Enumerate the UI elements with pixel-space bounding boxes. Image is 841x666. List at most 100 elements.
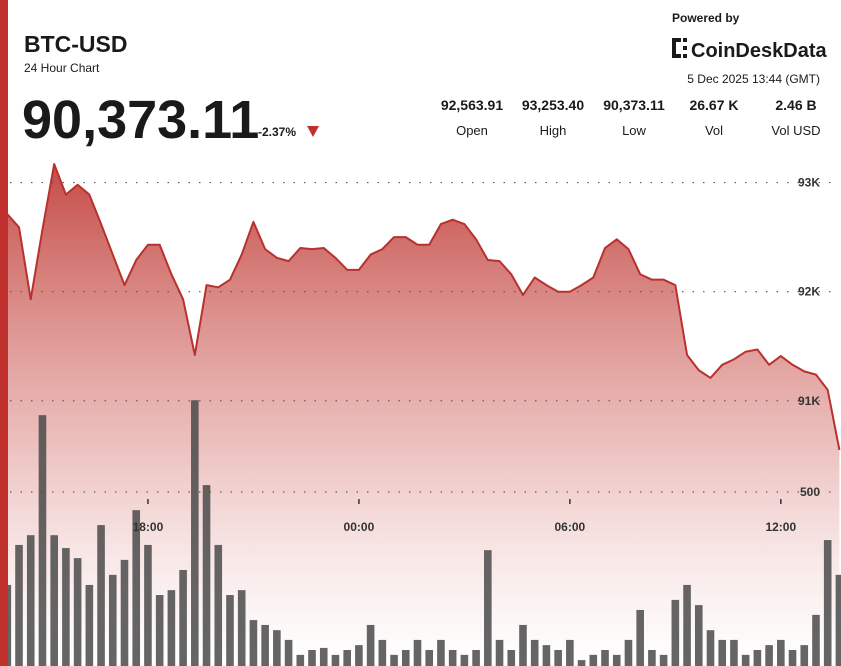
change: -2.37%: [258, 125, 296, 139]
volume-bar: [472, 649, 480, 666]
stat-value: 92,563.91: [441, 97, 503, 113]
volume-bar: [554, 649, 562, 666]
volume-bar: [120, 559, 129, 666]
timestamp: 5 Dec 2025 13:44 (GMT): [687, 72, 820, 86]
volume-bar: [448, 649, 457, 666]
x-tick-label: 06:00: [555, 520, 586, 534]
stat-label: Vol USD: [771, 123, 820, 138]
y-tick-label: 92K: [798, 285, 820, 299]
volume-bar: [85, 584, 94, 666]
plot-area: 93K 92K 91K 500 18:00 00:00 06:00 12:00: [3, 163, 841, 666]
volume-bar: [366, 624, 375, 666]
x-tick-label: 18:00: [133, 520, 164, 534]
volume-bar: [577, 660, 586, 666]
volume-bar: [261, 624, 269, 666]
stat-label: High: [540, 123, 567, 138]
y-tick-label: 93K: [798, 176, 820, 190]
volume-bar: [355, 645, 363, 666]
volume-bar: [390, 654, 398, 666]
volume-bar: [812, 614, 820, 666]
volume-bar: [249, 620, 258, 666]
price-line: [6, 163, 841, 451]
volume-bar: [788, 649, 797, 666]
volume-bar: [144, 544, 152, 666]
volume-bar: [718, 639, 727, 666]
x-tick-label: 00:00: [344, 520, 375, 534]
powered-by: Powered by: [672, 11, 740, 25]
volume-bar: [132, 510, 141, 666]
volume-bar: [823, 540, 832, 666]
volume-bar: [671, 599, 680, 666]
chart-title: BTC-USD: [24, 31, 128, 57]
stat-value: 93,253.40: [522, 97, 584, 113]
area: [7, 164, 840, 666]
volume-bar: [413, 639, 422, 666]
volume-bar: [753, 649, 762, 666]
volume-bar: [26, 535, 35, 666]
volume-bar: [179, 569, 187, 666]
volume-bar: [273, 630, 281, 666]
volume-bar: [706, 630, 715, 666]
volume-bar: [97, 525, 105, 666]
volume-bar: [237, 590, 246, 666]
volume-bar: [343, 649, 351, 666]
down-arrow: [307, 126, 319, 137]
price: 90,373.11: [22, 90, 259, 150]
volume-bar: [378, 639, 387, 666]
x-tick-label: 12:00: [765, 520, 796, 534]
volume-bar: [202, 485, 211, 666]
volume-bar: [636, 609, 644, 666]
volume-bar: [73, 558, 82, 666]
volume-bar: [484, 550, 492, 666]
volume-bar: [437, 639, 445, 666]
volume-bar: [155, 595, 164, 666]
volume-bar: [589, 654, 598, 666]
volume-bar: [835, 574, 841, 666]
stat-value: 26.67 K: [689, 97, 738, 113]
volume-bar: [331, 654, 340, 666]
volume-bar: [612, 654, 621, 666]
y-tick-label: 91K: [798, 394, 820, 408]
volume-bar: [648, 649, 656, 666]
volume-bar: [167, 590, 176, 666]
volume-bar: [191, 400, 199, 666]
chart-subtitle: 24 Hour Chart: [24, 61, 100, 75]
volume-bar: [800, 645, 809, 666]
volume-bar: [284, 639, 293, 666]
brand-logo: [672, 38, 687, 58]
volume-bar: [530, 639, 539, 666]
volume-bar: [730, 639, 738, 666]
volume-bar: [683, 584, 691, 666]
volume-bar: [460, 654, 469, 666]
volume-bar: [507, 649, 516, 666]
volume-bar: [495, 639, 504, 666]
volume-bar: [50, 535, 58, 666]
volume-bar: [214, 544, 223, 666]
volume-bar: [519, 624, 527, 666]
volume-bar: [308, 649, 316, 666]
stat-label: Open: [456, 123, 488, 138]
volume-bar: [741, 654, 750, 666]
volume-bar: [694, 605, 703, 666]
stats: 92,563.91 Open 93,253.40 High 90,373.11 Low 26…: [441, 97, 821, 138]
accent-bar: [0, 0, 8, 666]
volume-bar: [566, 639, 574, 666]
volume-bar: [401, 649, 410, 666]
volume-bar: [38, 415, 47, 666]
stat-value: 2.46 B: [775, 97, 816, 113]
volume-bar: [296, 654, 305, 666]
stat-label: Low: [622, 123, 646, 138]
volume-bar: [542, 645, 551, 666]
volume-bar: [777, 639, 785, 666]
brand: CoinDeskData: [691, 40, 827, 62]
volume-bar: [425, 649, 434, 666]
volume-bar: [15, 544, 23, 666]
stat-label: Vol: [705, 123, 723, 138]
volume-bar: [108, 574, 117, 666]
volume-bar: [62, 548, 70, 666]
volume-bar: [319, 647, 328, 666]
y2-tick-label: 500: [800, 485, 820, 499]
volume-bar: [624, 639, 633, 666]
